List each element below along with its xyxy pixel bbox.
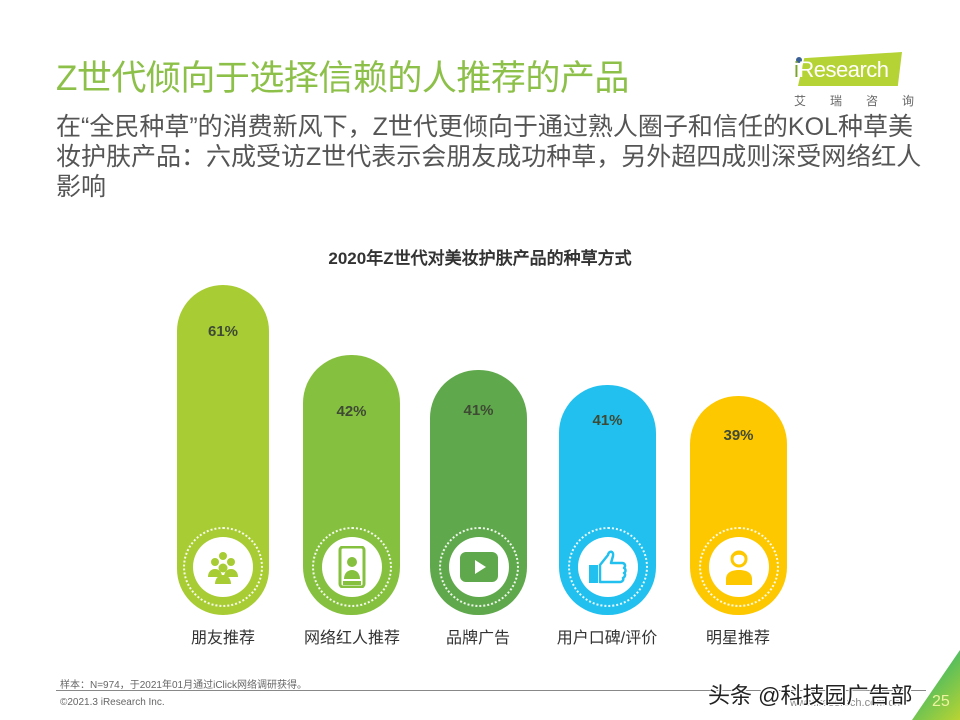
sample-note: 样本：N=974，于2021年01月通过iClick网络调研获得。 (60, 680, 308, 691)
bar-user-reviews: 41% (559, 385, 656, 615)
bar-value: 41% (592, 412, 623, 429)
icon-ring (567, 527, 648, 607)
logo-chinese: 艾 瑞 咨 询 (794, 94, 914, 108)
page-number: 25 (932, 693, 950, 710)
label-influencer-recommendation: 网络红人推荐 (303, 630, 400, 647)
chart-title: 2020年Z世代对美妆护肤产品的种草方式 (328, 249, 632, 268)
bar-value: 39% (723, 427, 754, 444)
page-title: Z世代倾向于选择信赖的人推荐的产品 (56, 59, 629, 98)
person-icon (725, 550, 752, 585)
bar-value: 42% (336, 403, 367, 420)
logo-dot-icon (796, 57, 802, 63)
icon-disc (193, 537, 253, 597)
label-celebrity-recommendation: 明星推荐 (705, 630, 770, 647)
label-friend-recommendation: 朋友推荐 (190, 630, 255, 647)
bar-brand-ads: 41% (430, 370, 527, 615)
people-group-icon (208, 552, 238, 584)
logo-background (798, 52, 902, 86)
icon-disc (321, 537, 382, 597)
bar-value: 41% (463, 402, 494, 419)
icon-ring (311, 527, 392, 607)
page-subtitle: 在“全民种草”的消费新风下，Z世代更倾向于通过熟人圈子和信任的KOL种草美妆护肤… (56, 113, 922, 201)
copyright: ©2021.3 iResearch Inc. (60, 697, 165, 708)
label-user-reviews: 用户口碑/评价 (556, 630, 658, 647)
icon-disc (708, 537, 769, 597)
icon-disc (448, 537, 509, 597)
bar-celebrity-recommendation: 39% (690, 396, 787, 615)
logo-text: iResearch (794, 57, 889, 82)
label-brand-ads: 品牌广告 (445, 630, 510, 647)
icon-ring (698, 527, 779, 607)
icon-ring (183, 527, 263, 607)
bar-influencer-recommendation: 42% (303, 355, 400, 615)
thumbs-up-icon (588, 550, 627, 584)
bar-value: 61% (207, 323, 239, 340)
iresearch-logo: iResearch 艾 瑞 咨 询 (786, 49, 916, 111)
footer-divider (56, 690, 926, 691)
video-play-icon (459, 552, 498, 582)
icon-disc (577, 537, 638, 597)
icon-ring (438, 527, 519, 607)
website-link[interactable]: www.iresearch.com.cn (790, 697, 901, 709)
smartphone-person-icon (338, 546, 365, 588)
watermark: 头条 @科技园广告部 (708, 683, 913, 708)
bar-friend-recommendation: 61% (177, 285, 269, 615)
